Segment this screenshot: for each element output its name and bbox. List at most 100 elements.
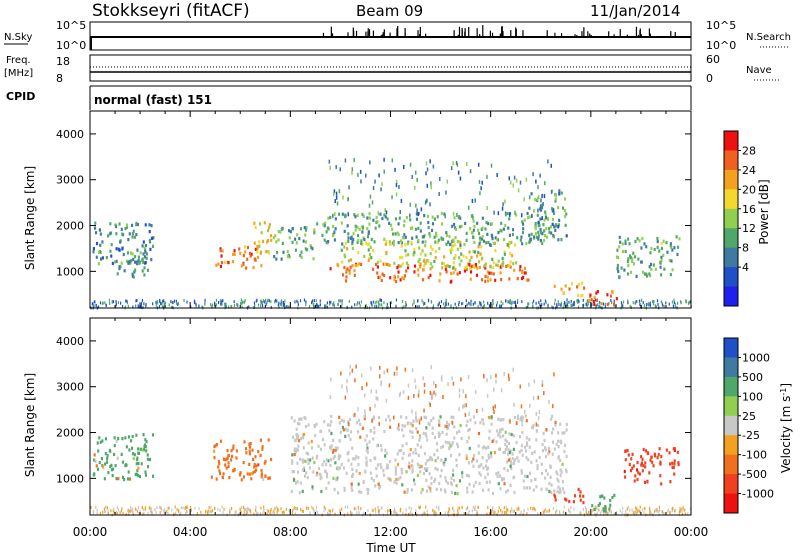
range-cell <box>542 223 545 227</box>
range-cell <box>636 477 639 482</box>
noise-mark <box>526 512 528 516</box>
sparse-echo <box>539 204 542 209</box>
range-cell <box>489 265 492 269</box>
range-cell <box>290 416 293 420</box>
range-cell <box>403 424 407 428</box>
range-cell <box>491 257 494 261</box>
noise-mark <box>476 511 479 515</box>
range-cell <box>248 452 252 456</box>
range-cell <box>519 264 522 269</box>
noise-mark <box>229 508 231 512</box>
range-cell <box>281 241 284 246</box>
noise-mark <box>654 509 656 513</box>
range-cell <box>343 265 346 270</box>
range-cell <box>113 452 116 457</box>
noise-mark <box>535 301 537 305</box>
range-cell <box>137 466 140 470</box>
nave-tick-bottom: 0 <box>706 72 713 85</box>
sparse-echo <box>480 186 482 191</box>
range-cell <box>497 417 500 421</box>
noise-mark <box>280 507 282 511</box>
range-cell <box>423 264 426 268</box>
range-cell <box>485 480 488 484</box>
range-cell <box>148 457 151 462</box>
range-cell <box>347 236 350 240</box>
noise-mark <box>113 507 115 511</box>
noise-mark <box>287 305 289 309</box>
range-cell <box>248 462 251 467</box>
range-cell <box>137 474 140 478</box>
noise-mark <box>104 509 106 513</box>
noise-mark <box>318 304 320 308</box>
sparse-echo <box>508 176 511 181</box>
range-cell <box>434 240 437 244</box>
noise-mark <box>371 508 373 512</box>
range-cell <box>564 284 567 288</box>
noise-mark <box>478 300 481 304</box>
sparse-echo <box>528 195 531 200</box>
noise-mark <box>447 302 449 306</box>
range-cell <box>671 461 674 465</box>
noise-mark <box>283 302 286 306</box>
range-cell <box>369 471 372 475</box>
sparse-echo <box>465 394 467 399</box>
sparse-echo <box>429 159 431 164</box>
range-cell <box>366 226 369 231</box>
cpid-label: CPID <box>6 90 35 103</box>
noise-mark <box>373 304 376 308</box>
range-cell <box>453 243 456 247</box>
sparse-echo <box>411 368 414 373</box>
range-cell <box>417 226 420 230</box>
range-cell <box>459 216 462 220</box>
range-cell <box>431 431 434 436</box>
range-cell <box>141 448 144 452</box>
range-cell <box>146 457 149 461</box>
range-cell <box>507 226 510 230</box>
nsearch-label: N.Search <box>746 32 791 43</box>
range-cell <box>347 239 350 243</box>
noise-mark <box>380 506 382 510</box>
range-cell <box>401 276 404 280</box>
range-cell <box>433 453 436 457</box>
range-cell <box>407 252 410 257</box>
sparse-echo <box>429 402 432 407</box>
noise-mark <box>297 303 299 307</box>
noise-mark <box>596 511 598 515</box>
range-cell <box>99 232 102 236</box>
range-cell <box>360 262 363 266</box>
range-cell <box>559 422 562 426</box>
range-cell <box>428 458 431 462</box>
range-cell <box>257 463 260 467</box>
range-cell <box>415 427 418 431</box>
range-cell <box>404 235 407 239</box>
range-cell <box>329 463 332 467</box>
range-cell <box>291 453 294 457</box>
range-cell <box>445 270 448 274</box>
range-cell <box>242 253 245 258</box>
noise-mark <box>274 507 276 511</box>
range-cell <box>656 236 659 241</box>
range-cell <box>394 466 397 470</box>
range-cell <box>368 252 371 257</box>
sparse-echo <box>537 208 539 213</box>
range-cell <box>117 247 120 251</box>
range-cell <box>635 274 638 278</box>
range-cell <box>258 240 261 244</box>
range-cell <box>282 250 285 254</box>
noise-mark <box>245 512 247 516</box>
noise-mark <box>270 300 272 304</box>
noise-mark <box>231 305 233 309</box>
velocity-colorbar-label-text: Velocity <box>779 426 793 473</box>
range-cell <box>343 245 346 249</box>
noise-mark <box>521 300 523 304</box>
noise-mark <box>577 300 579 304</box>
noise-mark <box>477 304 479 308</box>
range-cell <box>228 476 231 480</box>
range-cell <box>397 270 400 274</box>
range-cell <box>526 486 529 490</box>
range-cell <box>232 469 235 473</box>
range-cell <box>496 263 499 267</box>
range-cell <box>615 297 618 301</box>
range-cell <box>367 242 371 246</box>
noise-mark <box>311 299 314 303</box>
